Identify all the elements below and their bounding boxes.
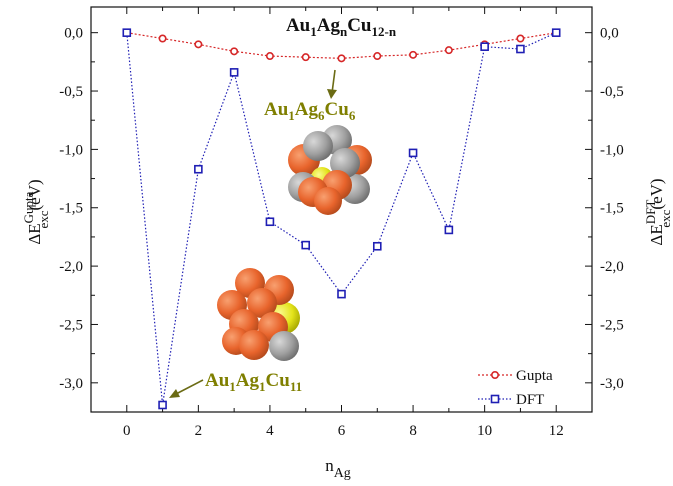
plot-frame	[90, 6, 593, 413]
legend-item-dft: DFT	[478, 392, 544, 408]
x-tick-label: 4	[266, 423, 274, 439]
y-tick-label-right: -2,0	[600, 259, 624, 275]
data-point-dft	[301, 240, 311, 250]
series-layer	[122, 28, 561, 410]
y-tick-label-left: -1,0	[59, 142, 83, 158]
data-point-gupta	[373, 52, 382, 61]
y-tick-label-left: -0,5	[59, 84, 83, 100]
x-tick-label: 0	[123, 423, 131, 439]
y-tick-label-left: -2,0	[59, 259, 83, 275]
y-tick-label-right: -1,5	[600, 201, 624, 217]
data-point-gupta	[409, 50, 418, 59]
y-tick-label-right: -0,5	[600, 84, 624, 100]
data-point-gupta	[265, 52, 274, 61]
data-point-dft	[372, 241, 382, 251]
series-line-dft	[126, 32, 557, 406]
data-point-gupta	[158, 34, 167, 43]
annotation-arrow-2	[169, 379, 204, 398]
data-point-dft	[408, 148, 418, 158]
annotation-au1ag1cu11: Au1Ag1Cu11	[205, 370, 302, 394]
data-point-gupta	[194, 40, 203, 49]
x-tick-label: 8	[409, 423, 417, 439]
y-axis-label-left: ΔEGuptaexc(eV)	[21, 179, 51, 244]
y-axis-label-right: ΔEDFTexc(eV)	[643, 178, 673, 245]
data-point-dft	[516, 44, 525, 54]
data-point-gupta	[516, 34, 525, 43]
x-tick-label: 2	[195, 423, 203, 439]
data-point-gupta	[444, 46, 453, 55]
data-point-dft	[158, 400, 167, 410]
chart-title: Au1AgnCu12-n	[286, 15, 397, 39]
data-point-dft	[444, 225, 454, 235]
data-point-dft	[265, 217, 275, 227]
legend: Gupta DFT	[478, 368, 553, 408]
x-tick-label: 12	[549, 423, 564, 439]
legend-marker-gupta	[490, 370, 499, 379]
y-tick-label-left: -3,0	[59, 376, 83, 392]
y-tick-label-left: -2,5	[59, 317, 83, 333]
data-point-gupta	[230, 47, 239, 56]
legend-label-dft: DFT	[516, 392, 544, 408]
y-tick-label-right: 0,0	[600, 26, 619, 42]
data-point-dft	[337, 289, 346, 299]
data-point-gupta	[337, 54, 346, 63]
legend-marker-dft	[490, 394, 500, 404]
y-tick-label-right: -3,0	[600, 376, 624, 392]
data-point-dft	[194, 164, 203, 174]
y-tick-label-left: 0,0	[64, 26, 83, 42]
data-point-dft	[122, 28, 132, 37]
y-tick-label-right: -2,5	[600, 317, 624, 333]
cluster-image-au1ag6cu6	[288, 125, 372, 215]
y-tick-label-right: -1,0	[600, 142, 624, 158]
x-axis-label: nAg	[325, 456, 351, 481]
x-tick-label: 10	[477, 423, 492, 439]
legend-item-gupta: Gupta	[478, 368, 553, 384]
data-point-dft	[480, 42, 489, 51]
data-point-gupta	[301, 53, 310, 62]
data-point-dft	[229, 68, 239, 77]
y-tick-label-left: -1,5	[59, 201, 83, 217]
x-tick-label: 6	[338, 423, 346, 439]
ticks-layer: 0 2 4 6 8 10 12 0,0 0,0 -0,5 -0,5 -1,0 -1,0 -1,5 -1,5 -…	[59, 7, 624, 439]
annotation-arrow-1	[327, 69, 337, 99]
annotation-au1ag6cu6: Au1Ag6Cu6	[264, 99, 356, 123]
data-point-dft	[551, 28, 561, 37]
cluster-image-au1ag1cu11	[217, 268, 300, 361]
legend-label-gupta: Gupta	[516, 368, 553, 384]
